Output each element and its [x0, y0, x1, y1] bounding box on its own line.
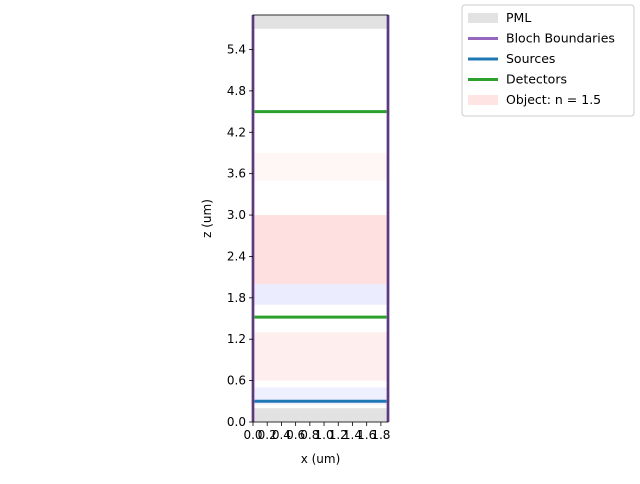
- plot-frame: [252, 14, 389, 423]
- y-tick-label: 4.2: [227, 125, 246, 139]
- x-tick-label: 1.4: [343, 428, 362, 442]
- legend-label-3: Detectors: [506, 72, 567, 87]
- pml-region-1: [253, 15, 388, 29]
- field-tint-region-0: [253, 284, 388, 305]
- x-tick-label: 0.4: [272, 428, 291, 442]
- y-tick-label: 0.6: [227, 374, 246, 388]
- legend-swatch-0: [468, 13, 498, 23]
- object-region-1: [253, 332, 388, 381]
- y-tick-label: 5.4: [227, 42, 246, 56]
- pml-region-0: [253, 408, 388, 422]
- x-axis-label: x (um): [301, 452, 341, 466]
- x-tick-label: 0.2: [258, 428, 277, 442]
- x-tick-label: 1.2: [329, 428, 348, 442]
- y-tick-label: 3.0: [227, 208, 246, 222]
- x-tick-label: 0.6: [286, 428, 305, 442]
- y-tick-label: 0.0: [227, 415, 246, 429]
- y-tick-label: 2.4: [227, 249, 246, 263]
- y-tick-label: 1.2: [227, 332, 246, 346]
- legend-label-4: Object: n = 1.5: [506, 92, 601, 107]
- y-tick-label: 1.8: [227, 291, 246, 305]
- regions-layer: [253, 15, 388, 422]
- y-tick-label: 4.8: [227, 84, 246, 98]
- legend: PML Bloch Boundaries Sources Detectors Objec…: [461, 4, 635, 117]
- y-tick-label: 3.6: [227, 167, 246, 181]
- field-tint-region-2: [253, 152, 388, 181]
- x-tick-label: 1.8: [371, 428, 390, 442]
- legend-label-2: Sources: [506, 51, 555, 66]
- legend-box: [461, 4, 635, 117]
- x-tick-label: 0.0: [243, 428, 262, 442]
- x-tick-label: 1.6: [357, 428, 376, 442]
- x-tick-label: 1.0: [315, 428, 334, 442]
- legend-swatch-4: [468, 95, 498, 105]
- object-region-0: [253, 215, 388, 285]
- y-axis-label: z (um): [200, 199, 214, 238]
- x-axis-ticks: 0.00.20.40.60.81.01.21.41.61.8: [243, 422, 390, 442]
- legend-label-0: PML: [506, 10, 531, 25]
- y-axis-ticks: 0.0 0.6 1.2 1.8 2.4 3.0 3.6 4.2 4.8 5.4: [227, 42, 253, 429]
- x-tick-label: 0.8: [300, 428, 319, 442]
- legend-label-1: Bloch Boundaries: [506, 31, 615, 46]
